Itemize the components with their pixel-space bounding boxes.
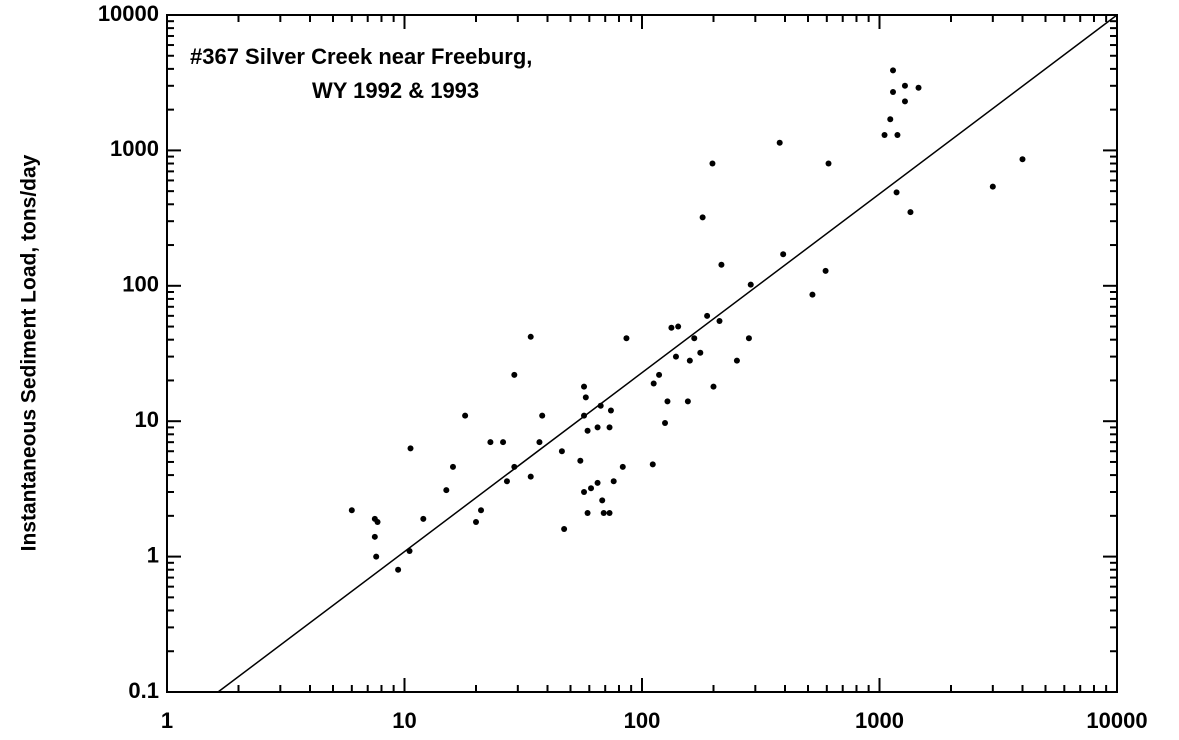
- data-point: [718, 261, 725, 268]
- data-point: [656, 371, 663, 378]
- data-point: [809, 291, 816, 298]
- x-tick-label: 10000: [1086, 708, 1147, 733]
- data-point: [581, 383, 588, 390]
- y-tick-label: 100: [122, 272, 159, 297]
- data-point: [420, 515, 427, 522]
- chart-title: #367 Silver Creek near Freeburg,: [190, 44, 532, 69]
- data-point: [675, 323, 682, 330]
- y-tick-label: 1: [147, 542, 159, 567]
- data-point: [584, 427, 591, 434]
- data-point: [577, 457, 584, 464]
- data-point: [893, 189, 900, 196]
- data-point: [890, 88, 897, 95]
- plot-frame: [166, 14, 1118, 693]
- data-point: [478, 507, 485, 514]
- data-point: [887, 116, 894, 123]
- data-point: [1019, 156, 1026, 163]
- x-tick-label: 100: [624, 708, 661, 733]
- data-point: [716, 317, 723, 324]
- data-point: [672, 353, 679, 360]
- data-point: [600, 509, 607, 516]
- data-point: [487, 439, 494, 446]
- data-point: [686, 357, 693, 364]
- data-point: [539, 412, 546, 419]
- data-point: [623, 335, 630, 342]
- data-point: [581, 412, 588, 419]
- data-point: [527, 333, 534, 340]
- data-point: [500, 439, 507, 446]
- data-point: [374, 519, 381, 526]
- chart-subtitle: WY 1992 & 1993: [312, 78, 479, 103]
- data-point: [649, 461, 656, 468]
- data-point: [697, 349, 704, 356]
- data-point: [348, 507, 355, 514]
- data-point: [907, 209, 914, 216]
- y-axis-label: Instantaneous Sediment Load, tons/day: [18, 154, 41, 551]
- data-point: [594, 424, 601, 431]
- data-point: [650, 380, 657, 387]
- data-point: [691, 335, 698, 342]
- data-point: [594, 479, 601, 486]
- data-point: [462, 412, 469, 419]
- fit-line: [217, 14, 1118, 693]
- data-point: [536, 439, 543, 446]
- data-point: [472, 519, 479, 526]
- data-point: [881, 131, 888, 138]
- x-tick-label: 1000: [855, 708, 904, 733]
- data-point: [527, 473, 534, 480]
- data-point: [733, 357, 740, 364]
- data-point: [822, 267, 829, 274]
- data-point: [607, 407, 614, 414]
- data-point: [584, 509, 591, 516]
- data-point: [395, 566, 402, 573]
- y-tick-label: 10: [135, 407, 159, 432]
- data-point: [511, 371, 518, 378]
- data-point: [581, 488, 588, 495]
- data-point: [780, 251, 787, 258]
- data-point: [582, 394, 589, 401]
- data-point: [610, 478, 617, 485]
- data-point: [745, 335, 752, 342]
- data-point: [915, 84, 922, 91]
- data-point: [599, 497, 606, 504]
- data-point: [443, 487, 450, 494]
- y-tick-label: 1000: [110, 136, 159, 161]
- data-point: [606, 509, 613, 516]
- data-point: [449, 463, 456, 470]
- data-point: [684, 398, 691, 405]
- x-tick-label: 1: [161, 708, 173, 733]
- data-point: [704, 312, 711, 319]
- data-point: [371, 533, 378, 540]
- data-point: [709, 160, 716, 167]
- data-point: [407, 445, 414, 452]
- data-point: [825, 160, 832, 167]
- data-point: [511, 463, 518, 470]
- data-point: [558, 448, 565, 455]
- data-point: [619, 463, 626, 470]
- data-point: [890, 67, 897, 74]
- data-point: [406, 547, 413, 554]
- data-point: [664, 398, 671, 405]
- data-point: [901, 82, 908, 89]
- data-point: [776, 139, 783, 146]
- data-point: [597, 402, 604, 409]
- data-point: [894, 131, 901, 138]
- data-point: [699, 214, 706, 221]
- data-point: [989, 183, 996, 190]
- data-point: [606, 424, 613, 431]
- y-tick-label: 0.1: [128, 678, 159, 703]
- data-point: [588, 485, 595, 492]
- data-point: [710, 383, 717, 390]
- data-point: [662, 419, 669, 426]
- x-tick-label: 10: [392, 708, 416, 733]
- y-tick-label: 10000: [98, 1, 159, 26]
- data-point: [901, 98, 908, 105]
- data-point: [503, 478, 510, 485]
- data-point: [561, 525, 568, 532]
- data-point: [373, 553, 380, 560]
- data-point: [668, 324, 675, 331]
- data-point: [747, 281, 754, 288]
